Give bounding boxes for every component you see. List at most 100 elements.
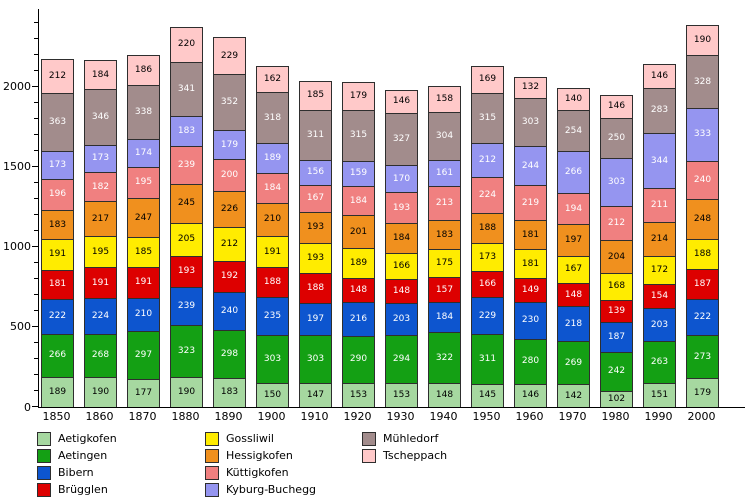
segment-value: 311 (478, 353, 497, 364)
bar-segment: 318 (257, 92, 288, 144)
bar-segment: 193 (171, 255, 202, 287)
bar-segment: 217 (85, 201, 116, 237)
segment-value: 179 (349, 90, 368, 101)
segment-value: 170 (392, 173, 411, 184)
segment-value: 327 (392, 134, 411, 145)
y-minor-tick (34, 277, 38, 279)
bar-segment: 193 (300, 211, 331, 243)
bar-segment: 230 (515, 302, 546, 339)
legend-label: Hessigkofen (226, 449, 293, 462)
segment-value: 214 (650, 234, 669, 244)
bar-segment: 181 (515, 249, 546, 279)
legend-label: Aetigkofen (58, 432, 117, 445)
bar-segment: 151 (644, 382, 675, 407)
segment-value: 303 (607, 177, 626, 188)
segment-value: 254 (564, 125, 583, 136)
bar: 147 303 197 188 193 193 167 156 311 185 (299, 80, 332, 407)
x-tick-label: 1940 (429, 410, 458, 423)
segment-value: 132 (521, 82, 540, 93)
bar-segment: 269 (558, 341, 589, 385)
segment-value: 177 (134, 387, 153, 398)
segment-value: 167 (306, 193, 325, 204)
bar-segment: 187 (687, 269, 718, 300)
bar-segment: 148 (386, 279, 417, 303)
bar-segment: 148 (429, 383, 460, 407)
segment-value: 210 (263, 214, 282, 225)
y-minor-tick (34, 69, 38, 71)
segment-value: 153 (392, 389, 411, 400)
bar: 102 242 187 139 168 204 212 303 250 146 (600, 94, 633, 407)
bar-segment: 203 (644, 308, 675, 341)
segment-value: 181 (521, 258, 540, 269)
y-minor-tick (34, 342, 38, 343)
y-tick-label: 1000 (3, 240, 31, 254)
bar-segment: 344 (644, 133, 675, 189)
segment-value: 196 (48, 189, 67, 200)
legend-label: Küttigkofen (226, 466, 289, 479)
bar: 146 280 230 149 181 181 219 244 303 132 (514, 76, 547, 407)
segment-value: 148 (349, 284, 368, 295)
bar-segment: 170 (386, 165, 417, 193)
segment-value: 187 (607, 332, 626, 342)
segment-value: 239 (177, 300, 196, 311)
bar-segment: 146 (386, 89, 417, 113)
legend-column: Mühledorf Tscheppach (362, 430, 447, 498)
bar-segment: 311 (300, 110, 331, 160)
segment-value: 230 (521, 315, 540, 326)
bar-segment: 211 (644, 188, 675, 222)
segment-value: 304 (435, 130, 454, 141)
legend-label: Bibern (58, 466, 94, 479)
segment-value: 226 (220, 203, 239, 214)
bar-segment: 184 (343, 186, 374, 216)
x-tick-label: 1880 (171, 410, 200, 423)
legend-item: Küttigkofen (205, 464, 362, 481)
bar: 189 266 222 181 191 183 196 173 363 212 (41, 58, 74, 407)
bar-segment: 189 (257, 143, 288, 174)
bar-segment: 226 (214, 190, 245, 227)
bar-segment: 191 (42, 239, 73, 270)
bar-segment: 235 (257, 296, 288, 335)
bar-segment: 188 (472, 213, 503, 244)
segment-value: 188 (693, 249, 712, 260)
segment-value: 179 (220, 139, 239, 150)
segment-value: 192 (220, 271, 239, 282)
segment-value: 201 (349, 226, 368, 237)
segment-value: 248 (693, 214, 712, 225)
y-minor-tick (34, 37, 38, 39)
bar-segment: 303 (300, 335, 331, 384)
segment-value: 183 (220, 387, 239, 398)
bar-segment: 333 (687, 107, 718, 162)
y-minor-tick (34, 229, 38, 231)
segment-value: 200 (220, 169, 239, 180)
bar-segment: 244 (515, 146, 546, 186)
bar-segment: 280 (515, 338, 546, 384)
bar-segment: 323 (171, 324, 202, 377)
segment-value: 240 (220, 305, 239, 316)
bar-segment: 187 (601, 322, 632, 352)
segment-value: 189 (48, 386, 67, 397)
legend-item: Kyburg-Buchegg (205, 481, 362, 498)
bar-segment: 183 (214, 377, 245, 407)
bar-segment: 179 (214, 130, 245, 159)
segment-value: 197 (564, 235, 583, 246)
segment-value: 290 (349, 354, 368, 365)
bar-segment: 189 (42, 376, 73, 407)
bar-segment: 213 (429, 185, 460, 220)
bar-segment: 273 (687, 334, 718, 379)
y-minor-tick (34, 181, 38, 183)
bar-segment: 146 (601, 94, 632, 118)
bar-segment: 315 (343, 110, 374, 161)
segment-value: 212 (478, 155, 497, 166)
legend-label: Gossliwil (226, 432, 274, 445)
bar-segment: 298 (214, 330, 245, 378)
segment-value: 211 (650, 200, 669, 210)
legend-swatch (37, 482, 51, 497)
bar-segment: 290 (343, 336, 374, 383)
bar-segment: 140 (558, 87, 589, 111)
segment-value: 169 (478, 74, 497, 85)
y-major-tick (32, 165, 38, 167)
segment-value: 194 (564, 203, 583, 214)
bar-segment: 146 (644, 64, 675, 88)
bar-segment: 240 (214, 291, 245, 331)
bar-segment: 327 (386, 112, 417, 166)
